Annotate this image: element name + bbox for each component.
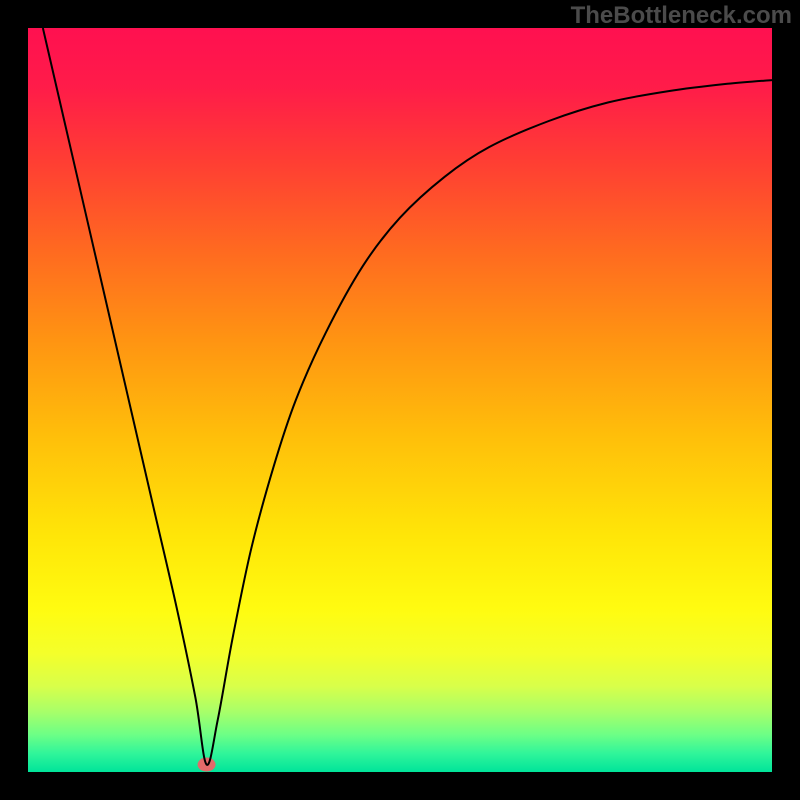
bottleneck-chart	[28, 28, 772, 772]
chart-frame: TheBottleneck.com	[0, 0, 800, 800]
watermark-text: TheBottleneck.com	[571, 2, 792, 30]
plot-background	[28, 28, 772, 772]
